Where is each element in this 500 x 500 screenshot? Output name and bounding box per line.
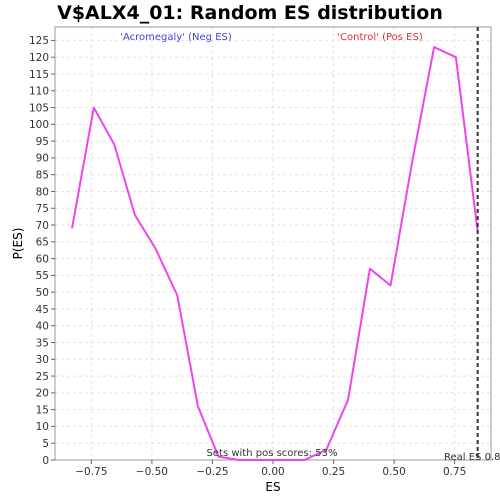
y-tick-label: 85: [36, 169, 49, 181]
y-tick-label: 100: [29, 119, 49, 131]
y-tick-label: 30: [36, 354, 49, 366]
grid: [55, 27, 491, 461]
y-tick-label: 110: [29, 86, 49, 98]
x-tick-label: −0.25: [196, 466, 228, 478]
y-tick-label: 45: [36, 304, 49, 316]
y-tick-label: 40: [36, 321, 49, 333]
legend-neg-es: 'Acromegaly' (Neg ES): [120, 32, 232, 43]
y-tick-label: 50: [36, 287, 49, 299]
y-tick-label: 35: [36, 337, 49, 349]
y-tick-label: 120: [29, 52, 49, 64]
y-tick-label: 0: [42, 455, 49, 467]
y-axis-label: P(ES): [11, 228, 25, 260]
legend-pos-es: 'Control' (Pos ES): [337, 32, 423, 43]
x-tick-label: −0.75: [75, 466, 107, 478]
x-tick-label: 0.00: [261, 466, 284, 478]
y-tick-label: 65: [36, 237, 49, 249]
x-tick-label: −0.50: [136, 466, 168, 478]
x-tick-label: 0.50: [382, 466, 405, 478]
y-tick-label: 15: [36, 404, 49, 416]
series-line: [71, 46, 479, 461]
x-tick-label: 0.75: [443, 466, 466, 478]
y-tick-label: 115: [29, 69, 49, 81]
y-tick-label: 5: [42, 438, 49, 450]
y-tick-label: 60: [36, 253, 49, 265]
series: [71, 46, 479, 461]
x-tick-label: 0.25: [322, 466, 345, 478]
x-axis: −0.75 −0.50 −0.25 0.00 0.25 0.50 0.75: [75, 460, 466, 478]
y-tick-label: 75: [36, 203, 49, 215]
y-tick-label: 70: [36, 220, 49, 232]
y-tick-label: 55: [36, 270, 49, 282]
chart-title: V$ALX4_01: Random ES distribution: [57, 2, 443, 24]
y-tick-label: 95: [36, 136, 49, 148]
y-tick-label: 90: [36, 153, 49, 165]
y-tick-label: 25: [36, 371, 49, 383]
y-tick-label: 10: [36, 421, 49, 433]
y-tick-label: 20: [36, 388, 49, 400]
y-axis: 0 5 10 15 20 25 30 35 40 45 50 55 60 65 70 75 80 85 90 95 10…: [29, 35, 55, 467]
y-tick-label: 105: [29, 102, 49, 114]
x-axis-label: ES: [265, 480, 280, 494]
real-es-label: Real ES 0.8: [444, 452, 500, 463]
y-tick-label: 80: [36, 186, 49, 198]
y-tick-label: 125: [29, 35, 49, 47]
footnote-pos-scores: Sets with pos scores: 53%: [207, 448, 338, 459]
